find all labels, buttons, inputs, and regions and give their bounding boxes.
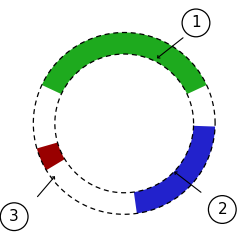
Text: 3: 3 <box>9 209 19 224</box>
Polygon shape <box>42 32 207 94</box>
Text: 1: 1 <box>191 15 201 30</box>
Polygon shape <box>37 143 65 170</box>
Polygon shape <box>134 126 215 213</box>
Text: 2: 2 <box>217 202 227 217</box>
